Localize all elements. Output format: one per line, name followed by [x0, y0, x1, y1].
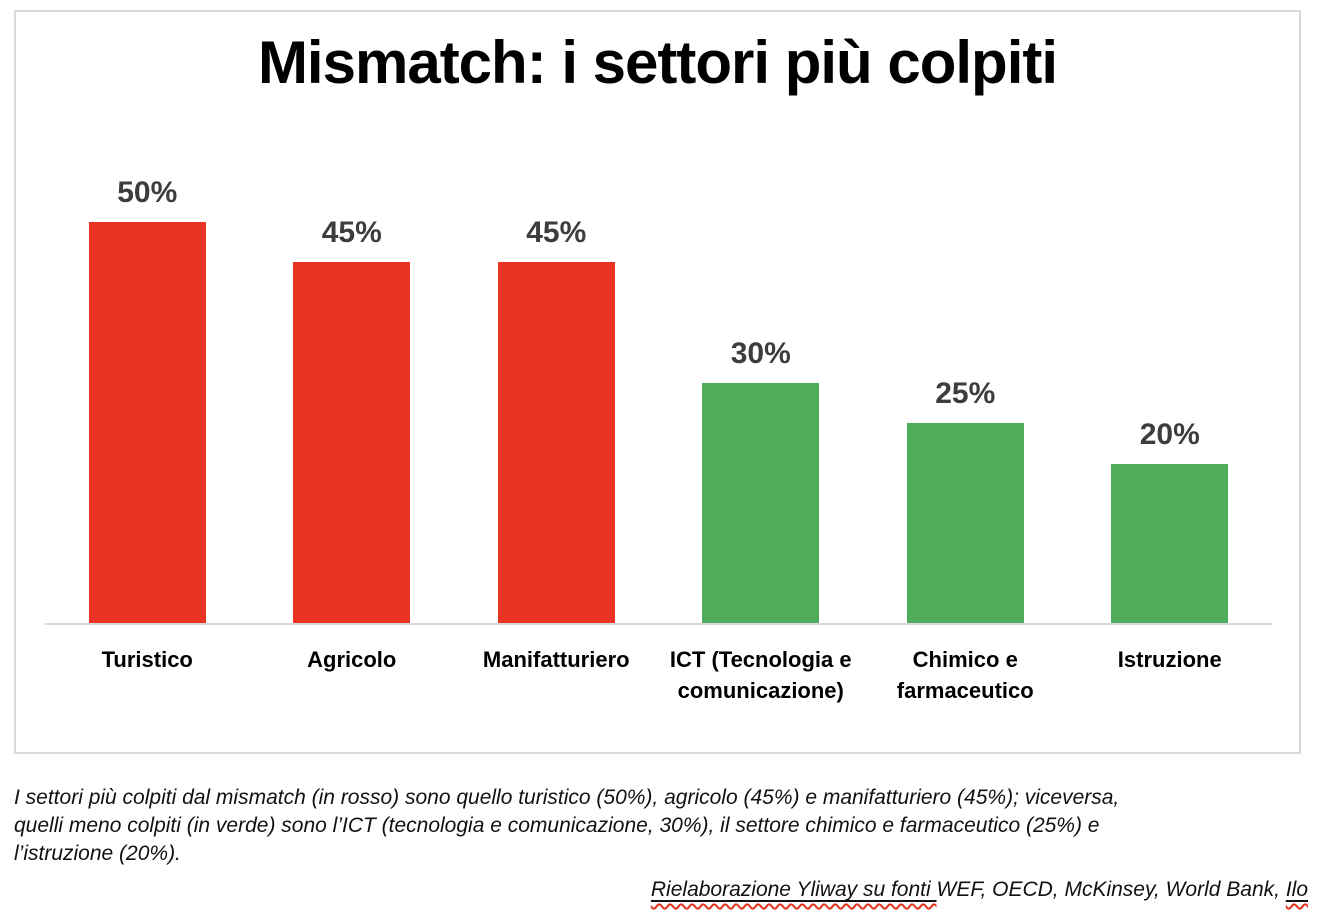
bar: [702, 383, 820, 625]
category-label: Chimico e farmaceutico: [896, 647, 1034, 703]
bar-value-label: 20%: [1139, 418, 1200, 451]
bar-value-label: 25%: [935, 377, 996, 410]
bar-value-label: 45%: [321, 216, 382, 249]
caption-line-3: l’istruzione (20%).: [14, 842, 181, 865]
category-label: Manifatturiero: [482, 647, 630, 672]
chart-title: Mismatch: i settori più colpiti: [257, 29, 1058, 96]
bar: [88, 222, 206, 625]
spellcheck-squiggle: Rielaborazione Yliway su fonti: [650, 878, 937, 901]
chart-card: Mismatch: i settori più colpiti 50% Turis…: [14, 10, 1301, 754]
bar: [906, 423, 1024, 625]
bar: [293, 262, 411, 625]
source-segment-plain: WEF, OECD, McKinsey, World Bank,: [936, 878, 1286, 901]
category-label: Turistico: [101, 647, 193, 672]
bar-plot: 50% Turistico 45% Agricolo 45% Manifatturiero…: [45, 12, 1272, 752]
bar-column-6: 20% Istruzione: [1068, 12, 1273, 752]
bar: [1111, 464, 1229, 625]
caption-line-2: quelli meno colpiti (in verde) sono l’IC…: [14, 814, 1100, 837]
bar-value-label: 30%: [730, 337, 791, 370]
bar-column-5: 25% Chimico e farmaceutico: [863, 12, 1068, 752]
bar-column-1: 50% Turistico: [45, 12, 250, 752]
bar: [497, 262, 615, 625]
caption-line-1: I settori più colpiti dal mismatch (in r…: [14, 786, 1120, 809]
source-segment-underlined: Rielaborazione Yliway su fonti: [651, 878, 937, 901]
bar-value-label: 50%: [117, 176, 178, 209]
spellcheck-squiggle: Ilo: [1285, 878, 1308, 901]
chart-caption: I settori più colpiti dal mismatch (in r…: [14, 784, 1119, 868]
category-label: Agricolo: [307, 647, 397, 672]
bar-column-3: 45% Manifatturiero: [454, 12, 659, 752]
source-segment-underlined: Ilo: [1286, 878, 1308, 901]
category-label: ICT (Tecnologia e comunicazione): [669, 647, 852, 703]
x-axis-line: [45, 623, 1272, 625]
category-label: Istruzione: [1117, 647, 1222, 672]
source-attribution: Rielaborazione Yliway su fonti WEF, OECD…: [651, 878, 1308, 902]
bar-column-2: 45% Agricolo: [250, 12, 455, 752]
bar-value-label: 45%: [526, 216, 587, 249]
bar-column-4: 30% ICT (Tecnologia e comunicazione): [659, 12, 864, 752]
